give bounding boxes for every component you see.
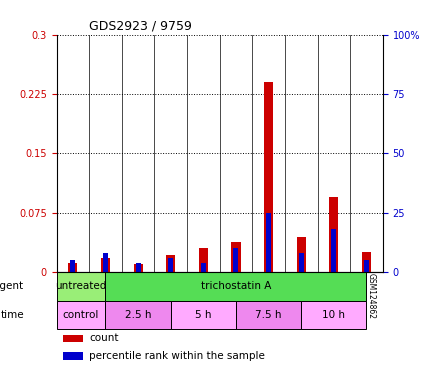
FancyBboxPatch shape: [56, 301, 105, 329]
Bar: [231, 242, 240, 272]
Text: 10 h: 10 h: [322, 310, 345, 320]
Bar: [70, 260, 75, 272]
Bar: [133, 264, 142, 272]
Text: percentile rank within the sample: percentile rank within the sample: [89, 351, 264, 361]
Bar: [298, 253, 303, 272]
Bar: [63, 334, 82, 343]
Text: GSM124862: GSM124862: [365, 273, 375, 319]
FancyBboxPatch shape: [56, 272, 105, 301]
Bar: [103, 253, 108, 272]
Text: GSM124860: GSM124860: [300, 273, 309, 319]
FancyBboxPatch shape: [300, 301, 365, 329]
Text: control: control: [62, 310, 99, 320]
Bar: [198, 248, 207, 272]
FancyBboxPatch shape: [170, 301, 235, 329]
Bar: [68, 263, 77, 272]
Bar: [361, 252, 370, 272]
Text: GSM124856: GSM124856: [170, 273, 179, 319]
Bar: [296, 237, 305, 272]
Bar: [329, 197, 338, 272]
Bar: [201, 263, 205, 272]
FancyBboxPatch shape: [105, 272, 365, 301]
Text: GSM124573: GSM124573: [73, 273, 82, 319]
Text: GSM124857: GSM124857: [203, 273, 212, 319]
Bar: [266, 213, 270, 272]
Text: untreated: untreated: [55, 281, 106, 291]
Text: GSM124861: GSM124861: [333, 273, 342, 319]
Bar: [168, 258, 173, 272]
Text: GSM124852: GSM124852: [105, 273, 114, 319]
FancyBboxPatch shape: [235, 301, 300, 329]
Text: GSM124859: GSM124859: [268, 273, 277, 319]
Bar: [166, 255, 175, 272]
Text: GDS2923 / 9759: GDS2923 / 9759: [89, 19, 191, 32]
Bar: [63, 353, 82, 360]
Text: 2.5 h: 2.5 h: [125, 310, 151, 320]
Text: GSM124858: GSM124858: [235, 273, 244, 319]
Text: GSM124855: GSM124855: [138, 273, 147, 319]
Bar: [233, 248, 238, 272]
Bar: [363, 260, 368, 272]
Bar: [263, 82, 273, 272]
Text: agent: agent: [0, 281, 24, 291]
Bar: [101, 258, 110, 272]
Bar: [135, 263, 140, 272]
Text: count: count: [89, 333, 118, 343]
Text: time: time: [0, 310, 24, 320]
Text: 5 h: 5 h: [195, 310, 211, 320]
Text: trichostatin A: trichostatin A: [201, 281, 270, 291]
Bar: [331, 229, 335, 272]
FancyBboxPatch shape: [105, 301, 170, 329]
Text: 7.5 h: 7.5 h: [255, 310, 281, 320]
